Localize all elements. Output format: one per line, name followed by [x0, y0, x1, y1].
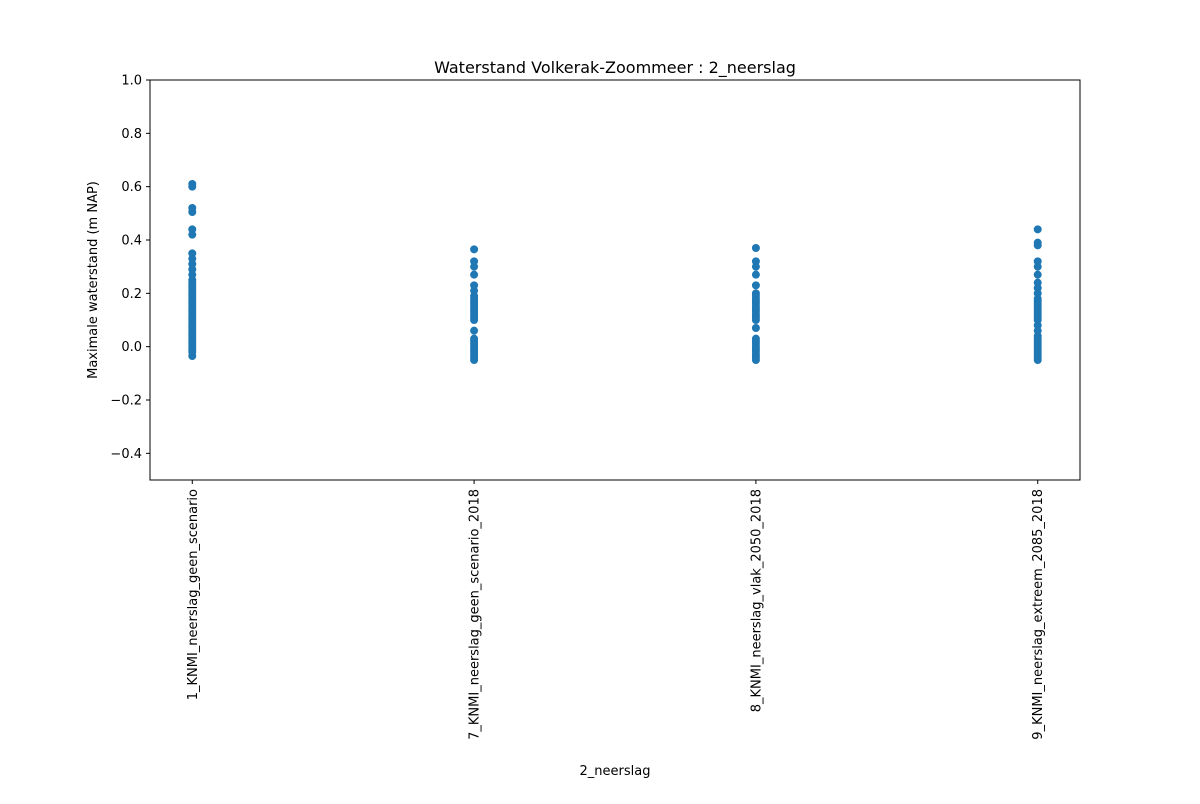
data-point [751, 270, 760, 279]
y-tick-label: 0.8 [121, 127, 142, 142]
chart-title: Waterstand Volkerak-Zoommeer : 2_neersla… [434, 58, 796, 78]
data-point [751, 316, 760, 324]
data-point [470, 356, 479, 364]
x-tick-label: 9_KNMI_neerslag_extreem_2085_2018 [1031, 489, 1046, 740]
data-point [751, 356, 760, 364]
data-point [188, 208, 197, 216]
y-tick-label: 0.6 [121, 180, 142, 195]
plot-area-frame [149, 79, 1081, 481]
x-axis-label: 2_neerslag [580, 764, 651, 779]
data-point [470, 316, 479, 324]
data-point [1033, 225, 1042, 234]
y-tick-label: 0.2 [121, 287, 142, 302]
x-tick-label: 1_KNMI_neerslag_geen_scenario [186, 489, 201, 700]
y-tick-label: 0.0 [121, 340, 142, 355]
data-point [188, 182, 197, 191]
x-tick-label: 8_KNMI_neerslag_vlak_2050_2018 [749, 489, 764, 712]
data-point [1033, 356, 1042, 364]
data-point [1033, 241, 1042, 250]
x-axis: 1_KNMI_neerslag_geen_scenario 7_KNMI_neer… [186, 480, 1046, 740]
data-point [751, 244, 760, 252]
y-tick-label: −0.4 [110, 447, 142, 462]
data-point [751, 324, 760, 332]
y-tick-label: 0.4 [121, 234, 142, 249]
data-point [751, 281, 760, 290]
data-point [1033, 270, 1042, 279]
data-point [470, 245, 479, 254]
data-point [751, 262, 760, 271]
y-tick-label: 1.0 [121, 74, 142, 89]
data-point [188, 352, 197, 360]
x-tick-label: 7_KNMI_neerslag_geen_scenario_2018 [468, 489, 483, 740]
y-axis-label: Maximale waterstand (m NAP) [86, 181, 101, 379]
data-point [470, 270, 479, 279]
data-point [188, 230, 197, 239]
y-axis: −0.4 −0.2 0.0 0.2 0.4 0.6 0.8 1.0 [110, 74, 150, 462]
data-point [1033, 262, 1042, 271]
data-point [470, 326, 479, 335]
y-tick-label: −0.2 [110, 394, 142, 409]
data-points [188, 180, 1042, 364]
data-point [470, 262, 479, 271]
